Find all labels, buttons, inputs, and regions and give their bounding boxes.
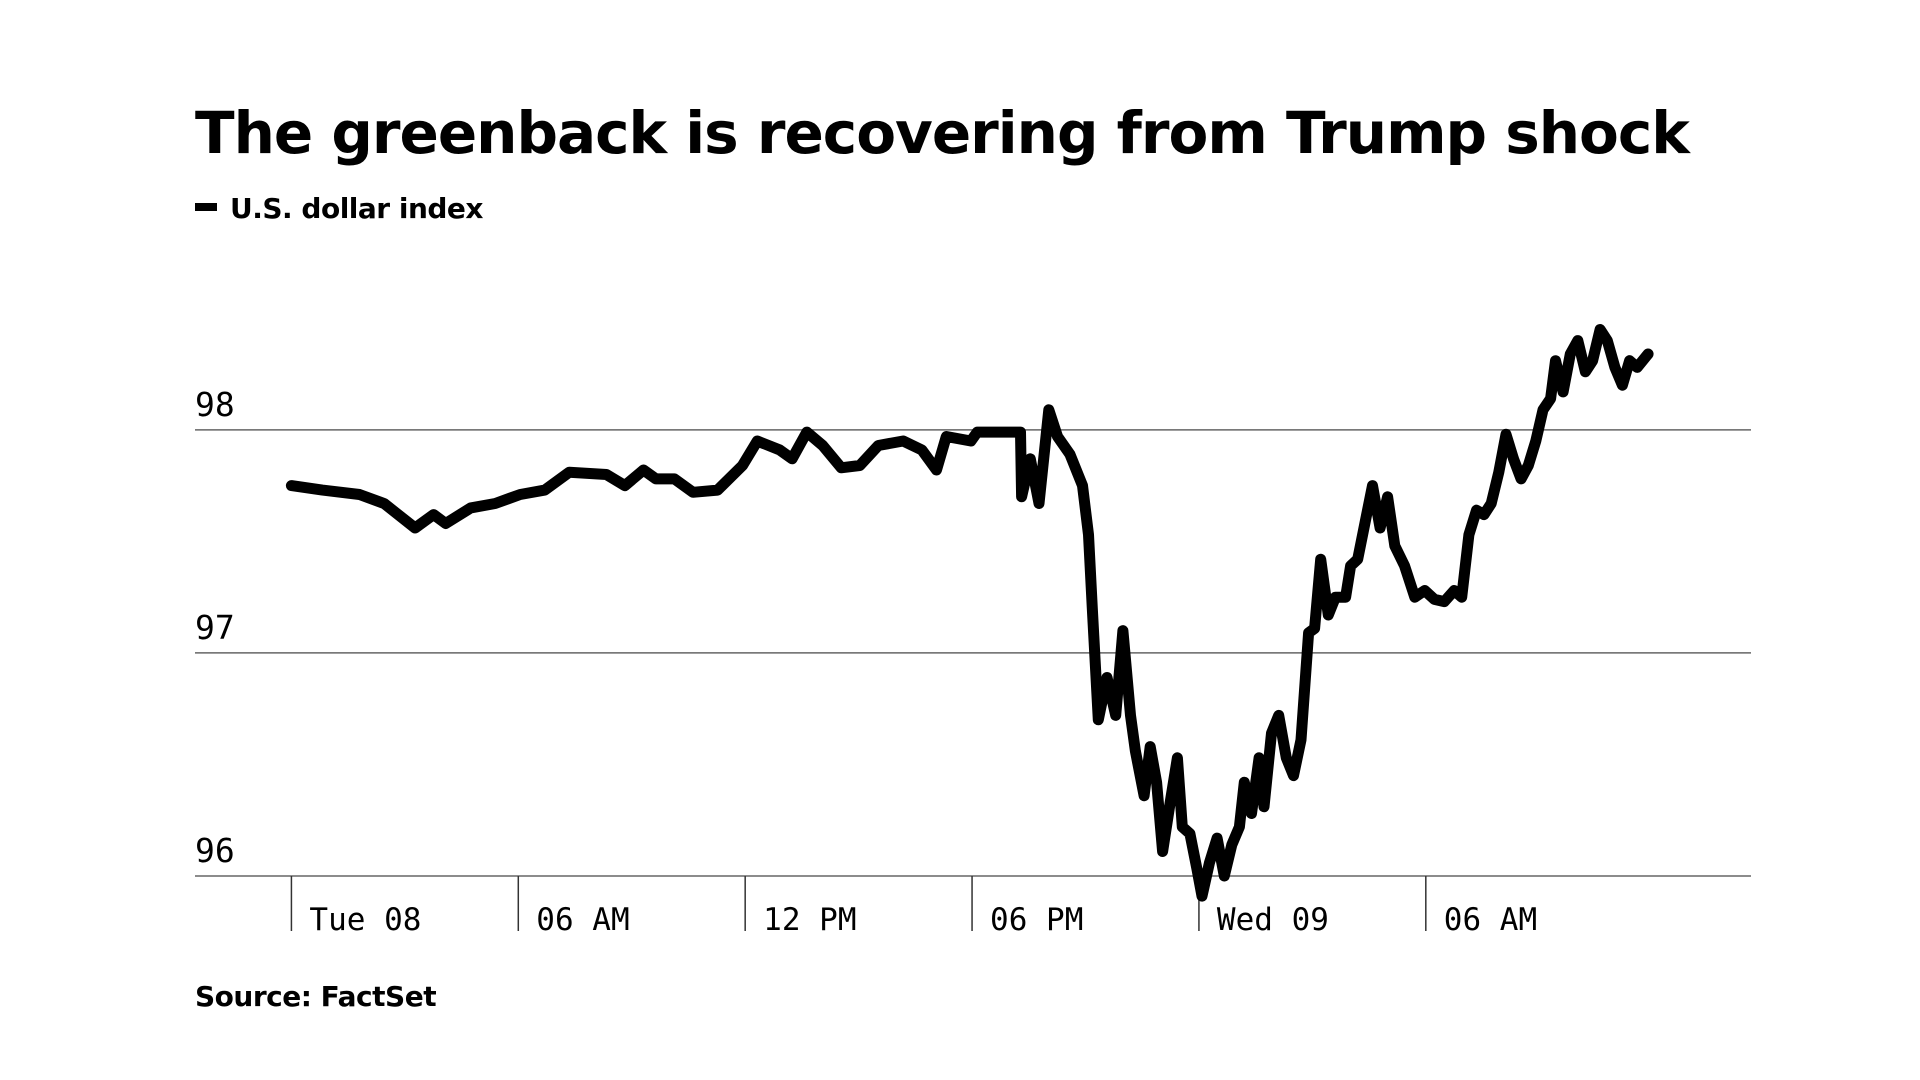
x-tick-label: 12 PM [763,902,856,938]
legend-swatch [195,203,217,211]
y-tick-label: 97 [195,608,235,647]
source: Source: FactSet [195,980,436,1013]
data-line [285,324,1654,902]
y-tick-label: 96 [195,831,235,870]
x-tick-label: 06 PM [990,902,1083,938]
x-tick-label: Tue 08 [309,902,421,938]
y-tick-label: 98 [195,385,235,424]
x-tick-label: 06 AM [1444,902,1537,938]
x-tick-label: 06 AM [536,902,629,938]
legend-label: U.S. dollar index [230,192,483,225]
x-tick-label: Wed 09 [1217,902,1329,938]
chart-title: The greenback is recovering from Trump s… [195,99,1691,167]
